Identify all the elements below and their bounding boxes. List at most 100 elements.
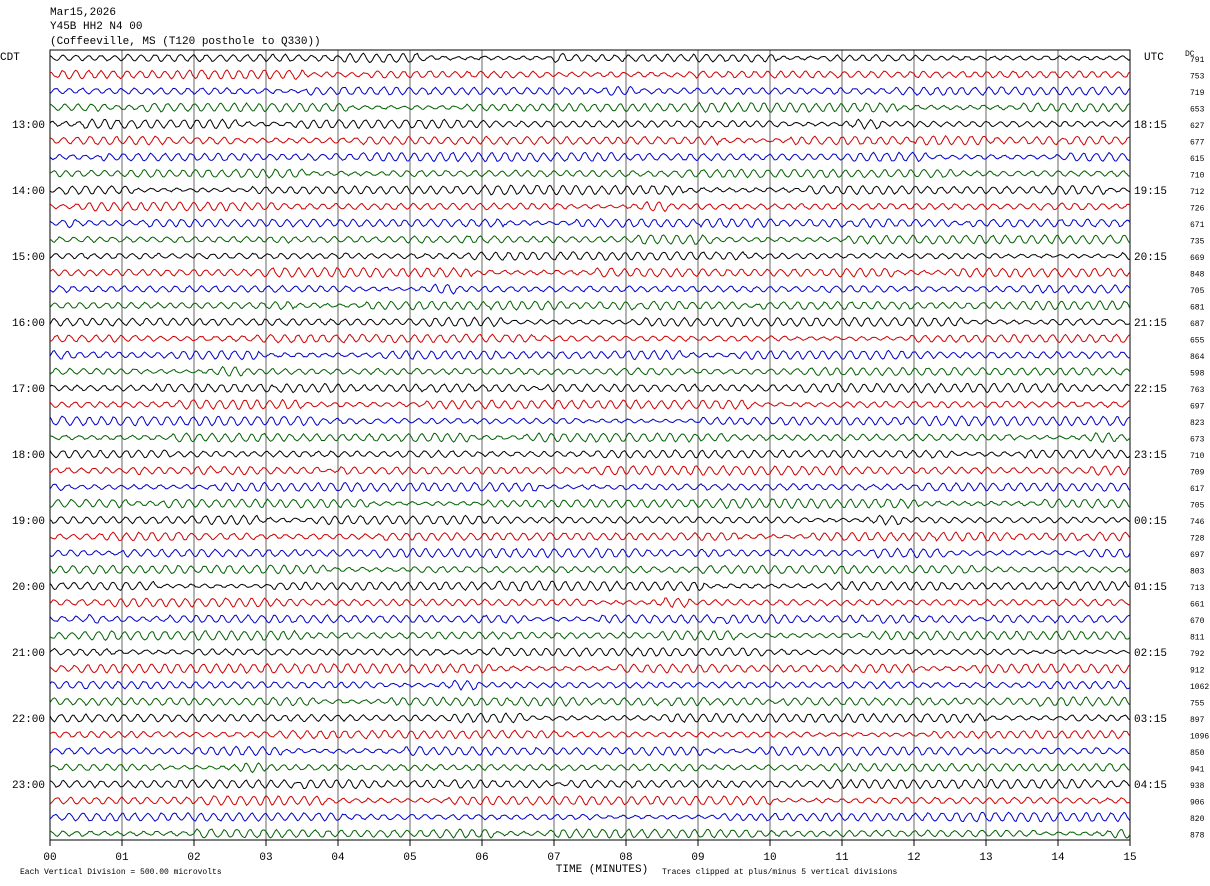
clip-note: Traces clipped at plus/minus 5 vertical …: [662, 868, 897, 877]
hour-label-right: 18:15: [1134, 120, 1167, 132]
hour-label-right: 03:15: [1134, 714, 1167, 726]
dc-value: 653: [1190, 106, 1205, 115]
dc-value: 820: [1190, 815, 1205, 824]
dc-value: 673: [1190, 436, 1205, 445]
dc-value: 878: [1190, 832, 1205, 841]
x-tick-label: 00: [43, 852, 56, 864]
left-zone: CDT: [0, 52, 20, 64]
dc-value: 705: [1190, 287, 1205, 296]
trace: [49, 151, 1131, 163]
dc-value: 697: [1190, 403, 1205, 412]
dc-value: 713: [1190, 584, 1205, 593]
x-tick-label: 09: [691, 852, 704, 864]
dc-value: 906: [1190, 799, 1205, 808]
dc-value: 627: [1190, 122, 1205, 131]
dc-value: 753: [1190, 73, 1205, 82]
dc-value: 655: [1190, 337, 1205, 346]
x-tick-label: 04: [331, 852, 345, 864]
trace: [49, 101, 1131, 114]
dc-value: 719: [1190, 89, 1205, 98]
trace: [49, 679, 1131, 691]
x-tick-label: 05: [403, 852, 416, 864]
trace: [49, 448, 1131, 459]
trace: [49, 184, 1131, 196]
hour-label-right: 22:15: [1134, 384, 1167, 396]
dc-value: 598: [1190, 370, 1205, 379]
x-tick-label: 13: [979, 852, 992, 864]
trace: [49, 69, 1131, 81]
trace: [49, 696, 1131, 707]
hour-label-left: 14:00: [12, 186, 45, 198]
x-tick-label: 11: [835, 852, 849, 864]
hour-label-left: 13:00: [12, 120, 45, 132]
dc-value: 709: [1190, 469, 1205, 478]
trace: [49, 531, 1131, 542]
dc-value: 912: [1190, 667, 1205, 676]
dc-value: 803: [1190, 568, 1205, 577]
trace: [49, 217, 1131, 229]
dc-value: 681: [1190, 304, 1205, 313]
x-tick-label: 12: [907, 852, 920, 864]
hour-label-left: 16:00: [12, 318, 45, 330]
dc-value: 677: [1190, 139, 1205, 148]
hour-label-left: 18:00: [12, 450, 45, 462]
dc-value: 710: [1190, 452, 1205, 461]
trace: [49, 349, 1131, 361]
hour-label-left: 17:00: [12, 384, 45, 396]
hour-label-right: 02:15: [1134, 648, 1167, 660]
x-tick-label: 10: [763, 852, 776, 864]
dc-value: 728: [1190, 535, 1205, 544]
hour-label-left: 15:00: [12, 252, 45, 264]
trace: [49, 745, 1130, 757]
trace: [49, 283, 1131, 295]
trace: [49, 316, 1131, 328]
dc-value: 669: [1190, 254, 1205, 263]
trace: [49, 729, 1131, 740]
x-tick-label: 08: [619, 852, 632, 864]
dc-value: 617: [1190, 485, 1205, 494]
trace: [49, 85, 1131, 97]
trace: [49, 629, 1131, 641]
trace: [49, 300, 1131, 311]
trace: [49, 118, 1131, 130]
dc-value: 671: [1190, 221, 1205, 230]
date: Mar15,2026: [50, 7, 116, 19]
trace: [49, 778, 1131, 790]
dc-value: 938: [1190, 782, 1205, 791]
dc-value: 735: [1190, 238, 1205, 247]
trace: [49, 828, 1131, 839]
x-tick-label: 14: [1051, 852, 1065, 864]
dc-value: 710: [1190, 172, 1205, 181]
trace: [49, 251, 1131, 261]
dc-value: 864: [1190, 353, 1205, 362]
dc-value: 755: [1190, 700, 1205, 709]
dc-value: 615: [1190, 155, 1205, 164]
trace: [49, 398, 1131, 411]
hour-label-right: 00:15: [1134, 516, 1167, 528]
trace: [49, 168, 1131, 179]
dc-label: DC: [1185, 50, 1195, 59]
trace: [49, 52, 1131, 64]
trace: [49, 712, 1131, 724]
dc-value: 792: [1190, 650, 1205, 659]
trace: [49, 415, 1131, 427]
x-axis-label: TIME (MINUTES): [556, 864, 648, 876]
trace: [49, 382, 1131, 394]
dc-value: 811: [1190, 634, 1205, 643]
dc-value: 850: [1190, 749, 1205, 758]
hour-label-right: 01:15: [1134, 582, 1167, 594]
trace: [49, 365, 1131, 377]
trace: [49, 811, 1131, 823]
trace: [49, 465, 1131, 477]
dc-value: 941: [1190, 766, 1205, 775]
trace: [49, 613, 1131, 625]
x-tick-label: 03: [259, 852, 272, 864]
dc-value: 791: [1190, 56, 1205, 65]
hour-label-right: 21:15: [1134, 318, 1167, 330]
hour-label-left: 21:00: [12, 648, 45, 660]
trace: [49, 333, 1131, 344]
x-tick-label: 15: [1123, 852, 1136, 864]
station: Y45B HH2 N4 00: [50, 21, 142, 33]
